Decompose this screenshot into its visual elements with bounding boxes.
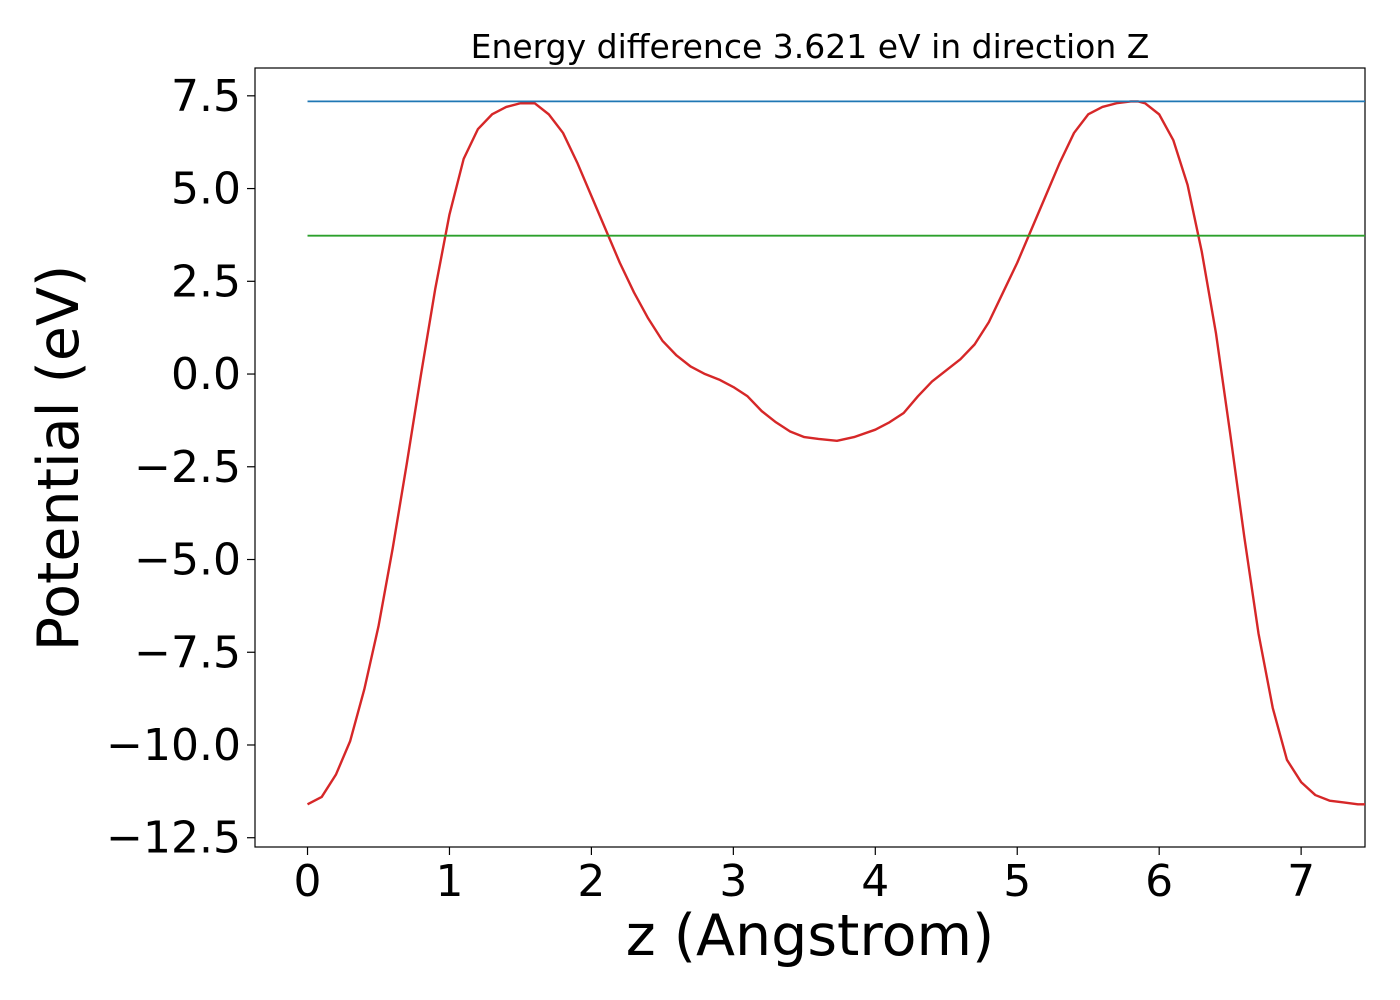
chart-title: Energy difference 3.621 eV in direction … bbox=[471, 27, 1150, 66]
x-tick-label: 2 bbox=[577, 856, 605, 907]
y-tick-label: 0.0 bbox=[171, 349, 241, 400]
x-tick-label: 6 bbox=[1145, 856, 1173, 907]
y-tick-label: 7.5 bbox=[171, 71, 241, 122]
x-tick-label: 1 bbox=[435, 856, 463, 907]
y-tick-label: 2.5 bbox=[171, 256, 241, 307]
plot-area bbox=[254, 67, 1366, 848]
x-tick-label: 7 bbox=[1287, 856, 1315, 907]
y-tick-label: −5.0 bbox=[134, 535, 241, 586]
y-tick-label: −2.5 bbox=[134, 442, 241, 493]
x-tick-label: 0 bbox=[294, 856, 322, 907]
series-line-1 bbox=[306, 100, 1365, 806]
y-tick-label: −7.5 bbox=[134, 627, 241, 678]
y-tick-label: 5.0 bbox=[171, 164, 241, 215]
y-axis-ticks: −12.5 −10.0 −7.5 −5.0 −2.5 0.0 2.5 5.0 7.5 bbox=[106, 71, 255, 864]
series-layer bbox=[306, 100, 1365, 806]
x-tick-label: 3 bbox=[719, 856, 747, 907]
y-tick-label: −10.0 bbox=[106, 720, 241, 771]
y-axis-label: Potential (eV) bbox=[26, 265, 92, 651]
x-tick-label: 4 bbox=[861, 856, 889, 907]
x-axis-label: z (Angstrom) bbox=[626, 903, 994, 969]
x-tick-label: 5 bbox=[1003, 856, 1031, 907]
y-tick-label: −12.5 bbox=[106, 813, 241, 864]
x-axis-ticks: 0 1 2 3 4 5 6 7 bbox=[294, 847, 1315, 907]
